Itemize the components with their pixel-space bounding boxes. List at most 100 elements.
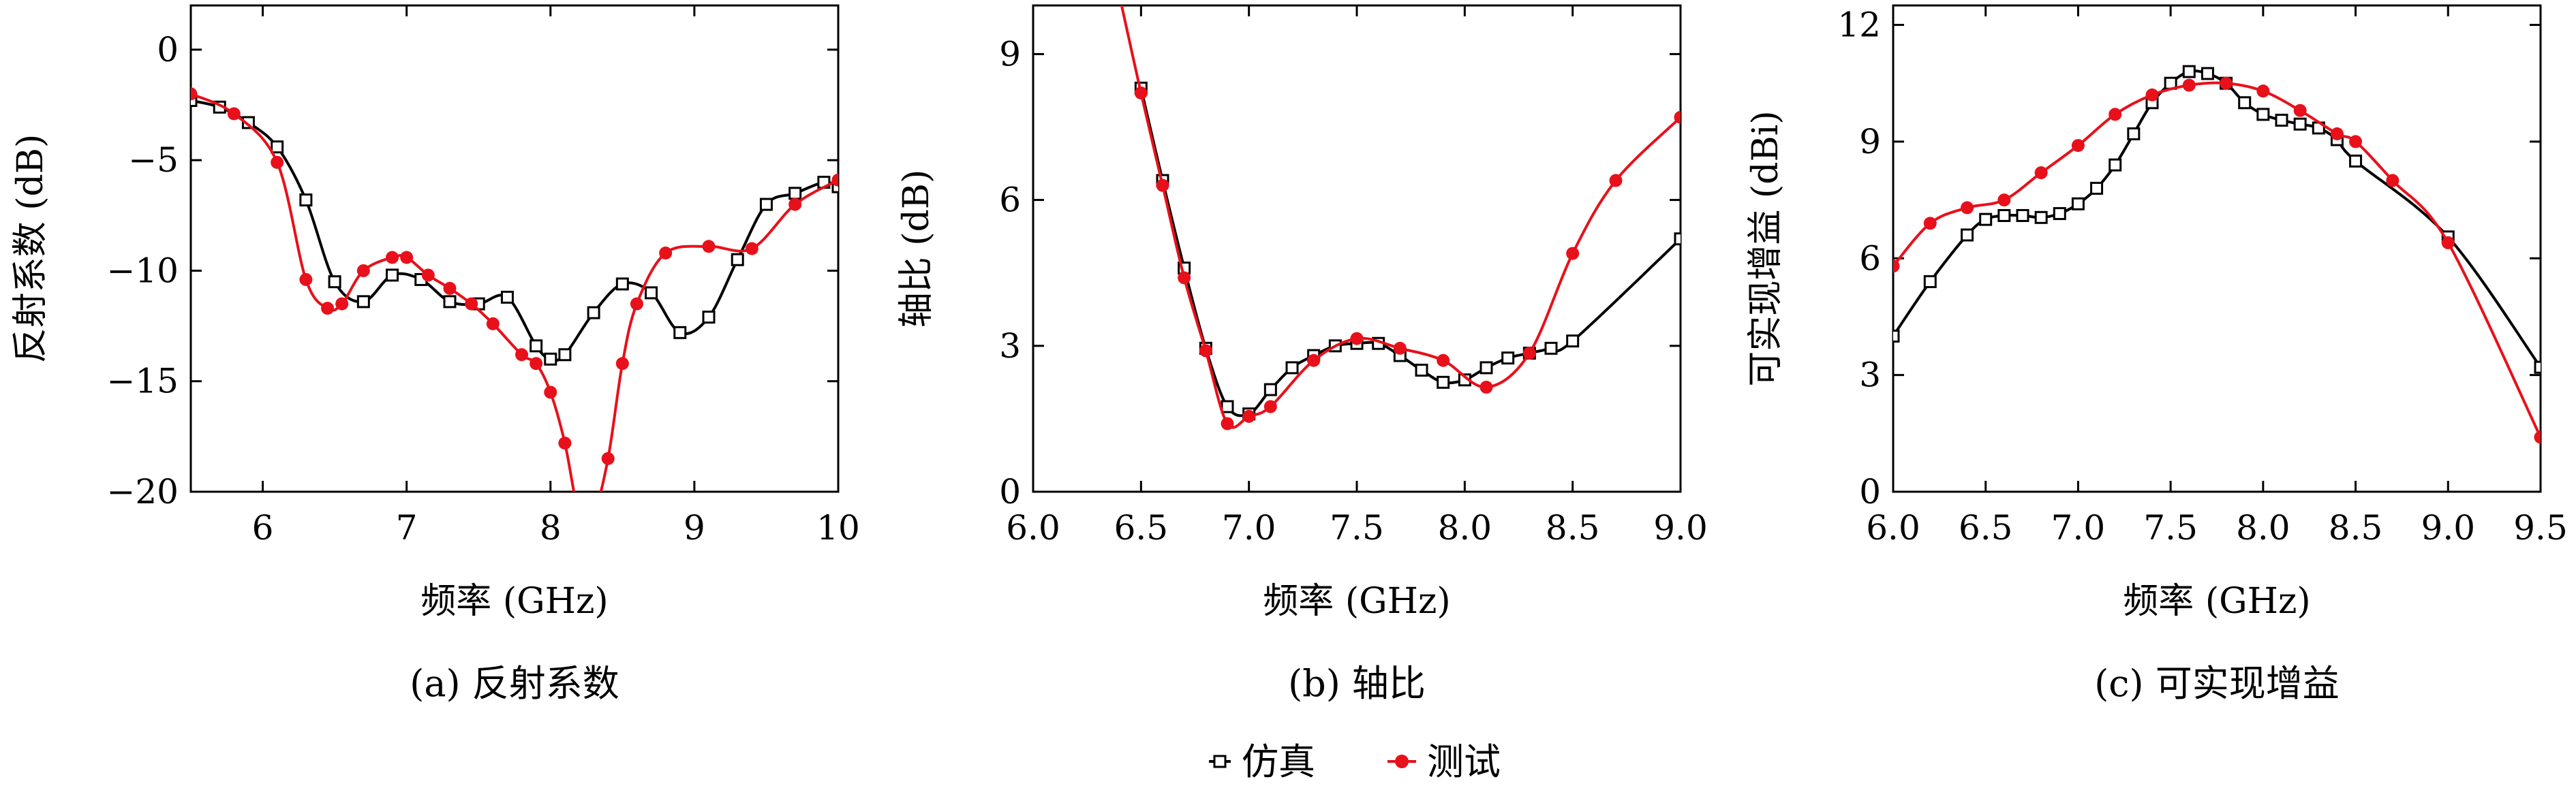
plot-frame: [189, 4, 840, 493]
sim-data-point: [356, 295, 370, 309]
plot-frame: [1032, 4, 1682, 493]
meas-data-point: [558, 437, 572, 450]
sim-data-point: [702, 311, 716, 324]
sim-data-point: [443, 295, 457, 309]
meas-data-point: [321, 302, 335, 315]
y-tick-label: 3: [999, 326, 1021, 366]
sim-data-point: [1544, 341, 1558, 355]
legend-sim-label: 仿真: [1242, 740, 1315, 783]
chart-panels: 6 7 8 9 10 0 −5 −10 −15 −20 频率 (GHz) 反射系数 (dB) (a) 反…: [10, 0, 2568, 705]
sim-data-point: [1893, 330, 1900, 343]
meas-data-point: [2182, 78, 2196, 92]
sim-data-point: [615, 277, 629, 291]
legend-meas-marker: [1395, 755, 1409, 768]
meas-data-point: [2293, 104, 2307, 117]
meas-data-point: [227, 107, 241, 121]
sim-data-point: [1674, 232, 1681, 246]
sim-data-point: [299, 193, 313, 207]
meas-data-point: [465, 297, 478, 311]
chart-panel-0: 6 7 8 9 10 0 −5 −10 −15 −20 频率 (GHz) 反射系数 (dB) (a) 反…: [10, 4, 860, 705]
meas-data-point: [1997, 193, 2011, 207]
plot-frame: [1892, 4, 2542, 493]
legend: 仿真 测试: [1209, 740, 1501, 783]
meas-data-point: [2109, 108, 2122, 121]
meas-data-point: [1522, 347, 1536, 360]
x-tick-label: 7: [396, 508, 418, 548]
meas-series-line: [1120, 5, 1681, 429]
sim-data-point: [530, 339, 543, 353]
meas-data-point: [615, 357, 629, 371]
sim-data-point: [2349, 154, 2363, 168]
sim-data-point: [271, 140, 284, 154]
chart-panel-2: 6.0 6.5 7.0 7.5 8.0 8.5 9.0 9.5 0 3 6 9 12 频率 (GHz) 可实…: [1745, 4, 2568, 705]
y-axis-label: 反射系数 (dB): [10, 134, 51, 364]
sim-data-point: [1997, 208, 2011, 222]
y-axis-label: 轴比 (dB): [896, 170, 937, 328]
meas-data-point: [659, 246, 673, 259]
sim-data-point: [831, 180, 838, 193]
sim-data-point: [1923, 275, 1937, 289]
sim-data-point: [500, 290, 514, 304]
meas-data-point: [335, 297, 349, 311]
sim-data-point: [2016, 208, 2029, 222]
y-tick-label: −15: [106, 362, 179, 401]
meas-data-point: [299, 272, 313, 286]
meas-data-point: [1134, 86, 1148, 100]
y-tick-label: −5: [128, 140, 179, 180]
meas-data-point: [386, 251, 399, 264]
meas-data-point: [1609, 174, 1623, 187]
sim-data-point: [1566, 334, 1580, 348]
x-tick-label: 6.5: [1959, 508, 2013, 548]
x-tick-label: 7.5: [1330, 508, 1384, 548]
meas-data-point: [1923, 217, 1937, 230]
sim-data-point: [2256, 108, 2270, 121]
meas-data-point: [2256, 84, 2270, 98]
panel-caption: (b) 轴比: [1288, 662, 1426, 705]
x-tick-label: 8.5: [1546, 508, 1600, 548]
sim-data-point: [2109, 158, 2122, 172]
sim-data-point: [558, 348, 572, 362]
meas-data-point: [400, 251, 414, 264]
x-tick-label: 8.0: [1438, 508, 1492, 548]
x-tick-label: 7.0: [2051, 508, 2106, 548]
sim-data-point: [2034, 210, 2048, 224]
x-tick-label: 9: [684, 508, 705, 548]
sim-data-point: [241, 116, 255, 129]
meas-data-point: [2145, 88, 2159, 101]
x-tick-label: 7.0: [1222, 508, 1276, 548]
sim-data-point: [788, 187, 802, 200]
sim-data-point: [2090, 181, 2104, 195]
x-axis-label: 频率 (GHz): [420, 581, 608, 622]
meas-data-point: [421, 268, 435, 282]
y-tick-label: −20: [106, 472, 179, 511]
sim-data-point: [731, 253, 744, 266]
y-tick-label: 0: [999, 472, 1021, 511]
x-tick-label: 9.5: [2513, 508, 2568, 548]
sim-data-point: [673, 326, 687, 339]
x-tick-label: 6: [252, 508, 274, 548]
y-tick-label: 3: [1859, 356, 1881, 395]
sim-data-point: [2293, 117, 2307, 131]
sim-data-point: [2053, 207, 2066, 221]
meas-data-point: [515, 348, 529, 362]
meas-data-point: [1113, 0, 1126, 2]
x-tick-label: 9.0: [1653, 508, 1708, 548]
meas-data-point: [2349, 135, 2363, 148]
sim-series-line: [191, 99, 838, 362]
sim-data-point: [2182, 65, 2196, 78]
meas-data-point: [530, 357, 543, 371]
meas-data-point: [2071, 139, 2085, 153]
sim-data-point: [2127, 127, 2141, 140]
legend-meas-label: 测试: [1427, 740, 1501, 783]
sim-data-point: [1979, 212, 1993, 226]
x-axis-label: 频率 (GHz): [1263, 581, 1450, 622]
meas-data-point: [2441, 236, 2455, 249]
sim-data-point: [1263, 383, 1277, 396]
sim-data-point: [645, 286, 658, 300]
meas-data-point: [2330, 127, 2344, 140]
y-tick-label: 12: [1837, 5, 1881, 45]
plot-area: [191, 87, 838, 492]
meas-data-point: [1674, 110, 1681, 124]
x-tick-label: 7.5: [2143, 508, 2198, 548]
